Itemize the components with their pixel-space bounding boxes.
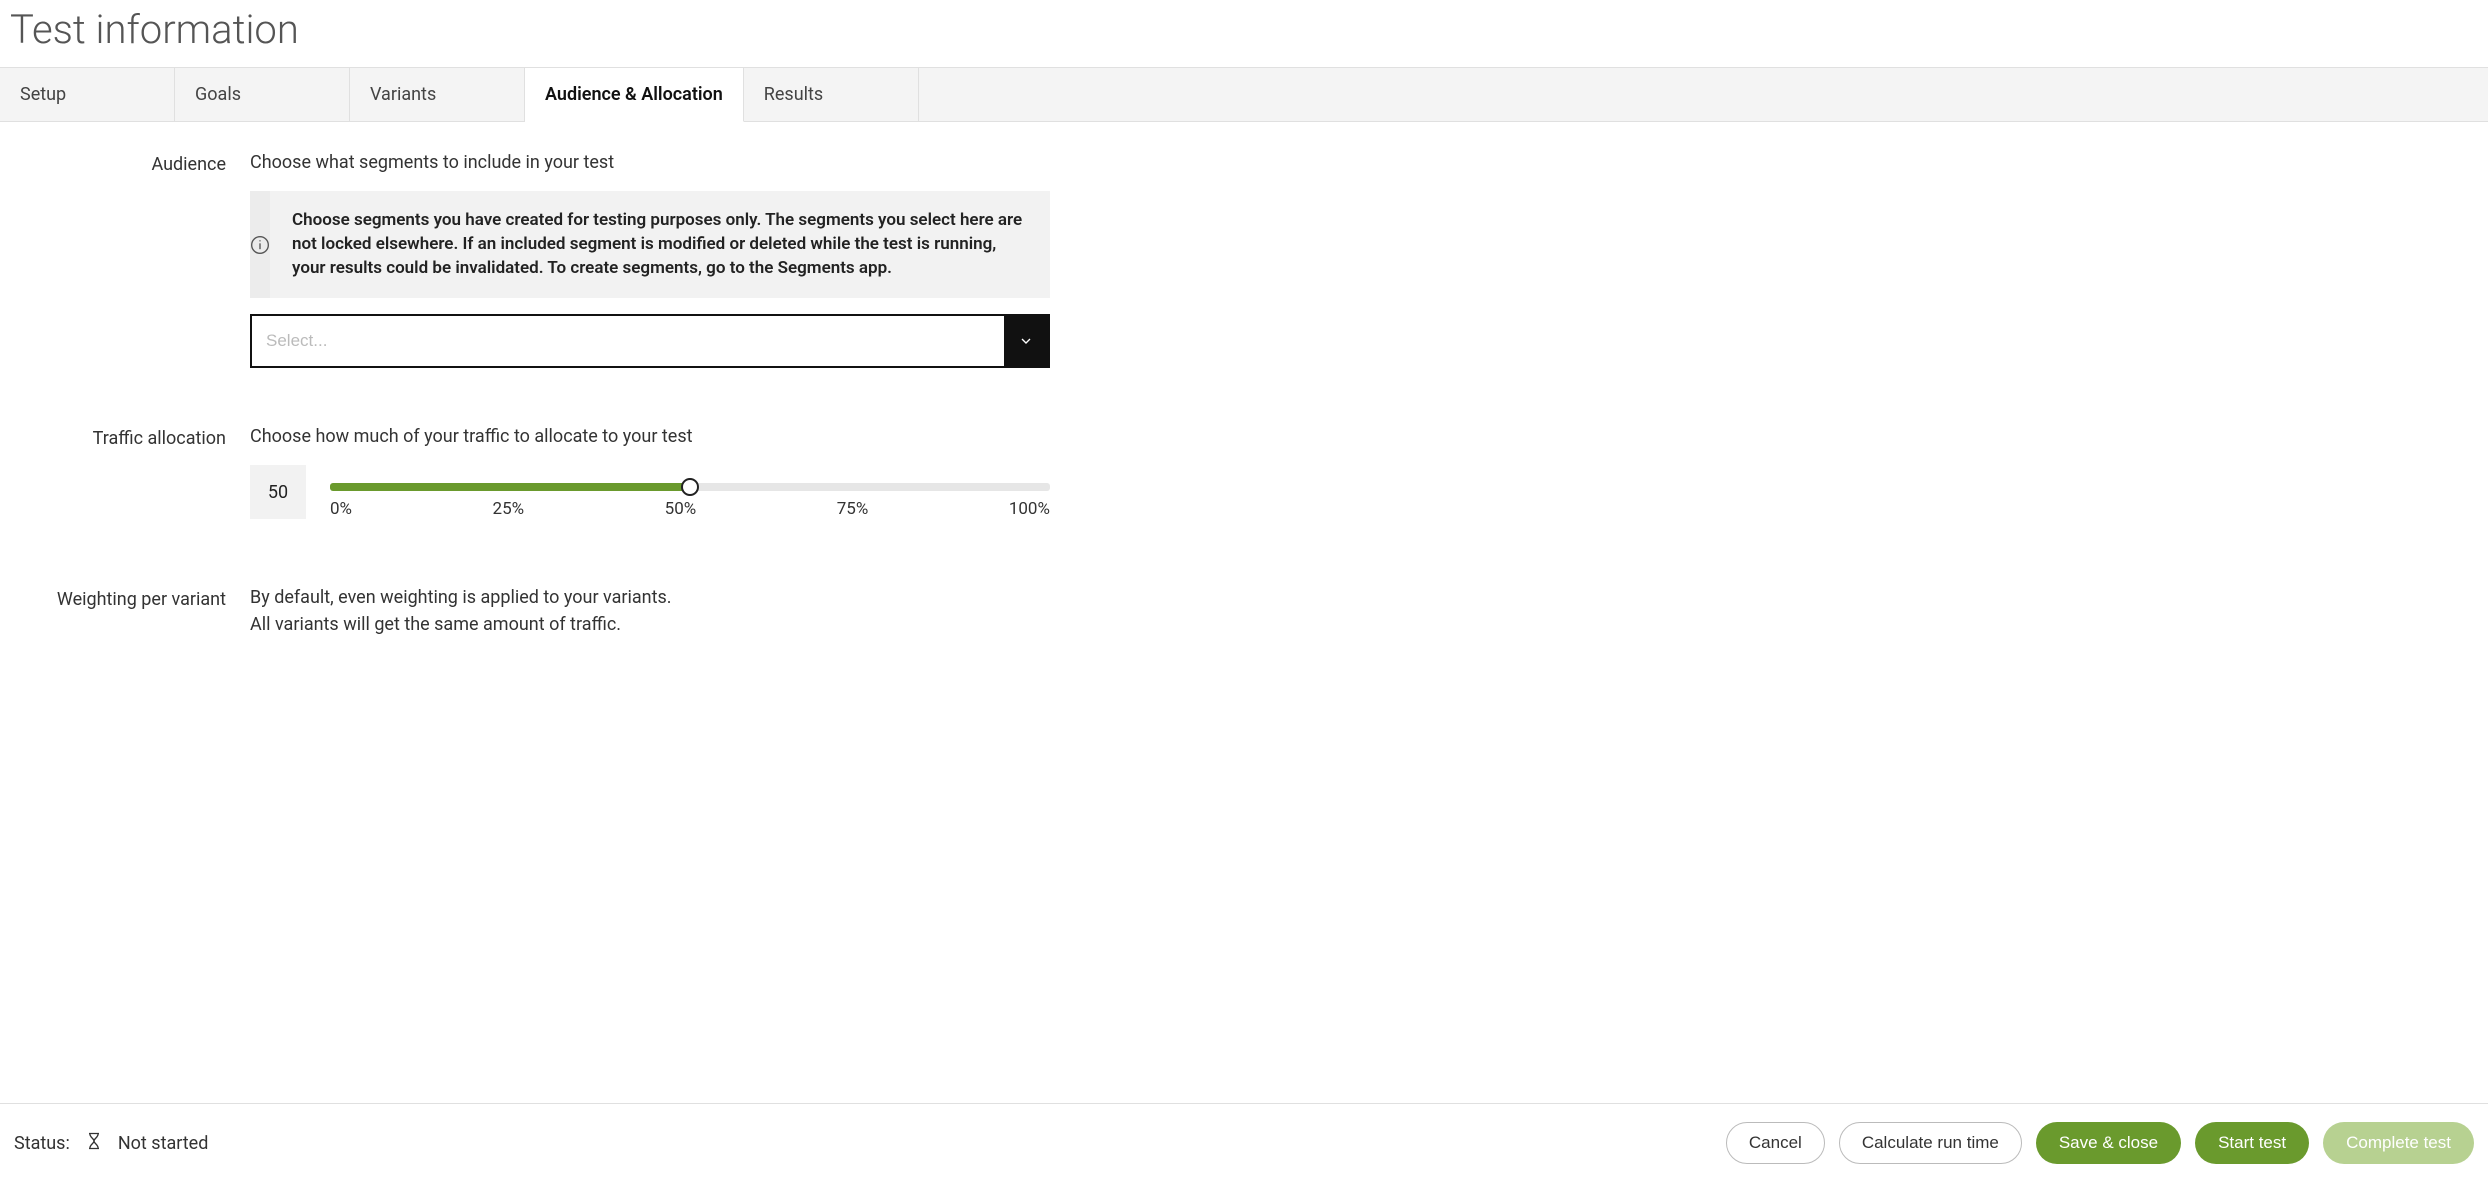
traffic-description: Choose how much of your traffic to alloc…: [250, 426, 1050, 447]
tab-setup[interactable]: Setup: [0, 68, 175, 121]
weighting-label: Weighting per variant: [10, 587, 250, 610]
tab-results[interactable]: Results: [744, 68, 919, 121]
segment-select-toggle[interactable]: [1004, 316, 1048, 366]
page-title: Test information: [0, 0, 2488, 67]
segment-select[interactable]: [250, 314, 1050, 368]
tick-50: 50%: [665, 499, 697, 519]
tick-25: 25%: [493, 499, 525, 519]
calculate-runtime-button[interactable]: Calculate run time: [1839, 1122, 2022, 1164]
audience-section: Audience Choose what segments to include…: [10, 152, 2478, 368]
audience-description: Choose what segments to include in your …: [250, 152, 1050, 173]
tab-content: Audience Choose what segments to include…: [0, 122, 2488, 1103]
audience-info-text: Choose segments you have created for tes…: [270, 191, 1050, 298]
tick-0: 0%: [330, 499, 352, 519]
audience-info-box: Choose segments you have created for tes…: [250, 191, 1050, 298]
traffic-label: Traffic allocation: [10, 426, 250, 449]
traffic-value: 50: [250, 465, 306, 519]
status-label: Status:: [14, 1133, 70, 1154]
status-value: Not started: [118, 1133, 209, 1154]
save-close-button[interactable]: Save & close: [2036, 1122, 2181, 1164]
traffic-section: Traffic allocation Choose how much of yo…: [10, 426, 2478, 519]
hourglass-icon: [84, 1131, 104, 1156]
info-icon: [250, 191, 270, 298]
segment-select-input[interactable]: [252, 316, 1004, 366]
traffic-slider[interactable]: [330, 483, 1050, 491]
tick-100: 100%: [1009, 499, 1050, 519]
weighting-line2: All variants will get the same amount of…: [250, 614, 1050, 635]
tab-goals[interactable]: Goals: [175, 68, 350, 121]
complete-test-button[interactable]: Complete test: [2323, 1122, 2474, 1164]
cancel-button[interactable]: Cancel: [1726, 1122, 1825, 1164]
tab-bar: Setup Goals Variants Audience & Allocati…: [0, 67, 2488, 122]
start-test-button[interactable]: Start test: [2195, 1122, 2309, 1164]
weighting-line1: By default, even weighting is applied to…: [250, 587, 1050, 608]
chevron-down-icon: [1018, 333, 1034, 349]
weighting-section: Weighting per variant By default, even w…: [10, 587, 2478, 635]
tick-75: 75%: [837, 499, 869, 519]
tab-audience-allocation[interactable]: Audience & Allocation: [525, 68, 744, 122]
traffic-slider-ticks: 0% 25% 50% 75% 100%: [330, 499, 1050, 519]
footer-bar: Status: Not started Cancel Calculate run…: [0, 1103, 2488, 1182]
traffic-slider-thumb[interactable]: [681, 478, 699, 496]
traffic-slider-fill: [330, 483, 690, 491]
tab-variants[interactable]: Variants: [350, 68, 525, 121]
audience-label: Audience: [10, 152, 250, 175]
